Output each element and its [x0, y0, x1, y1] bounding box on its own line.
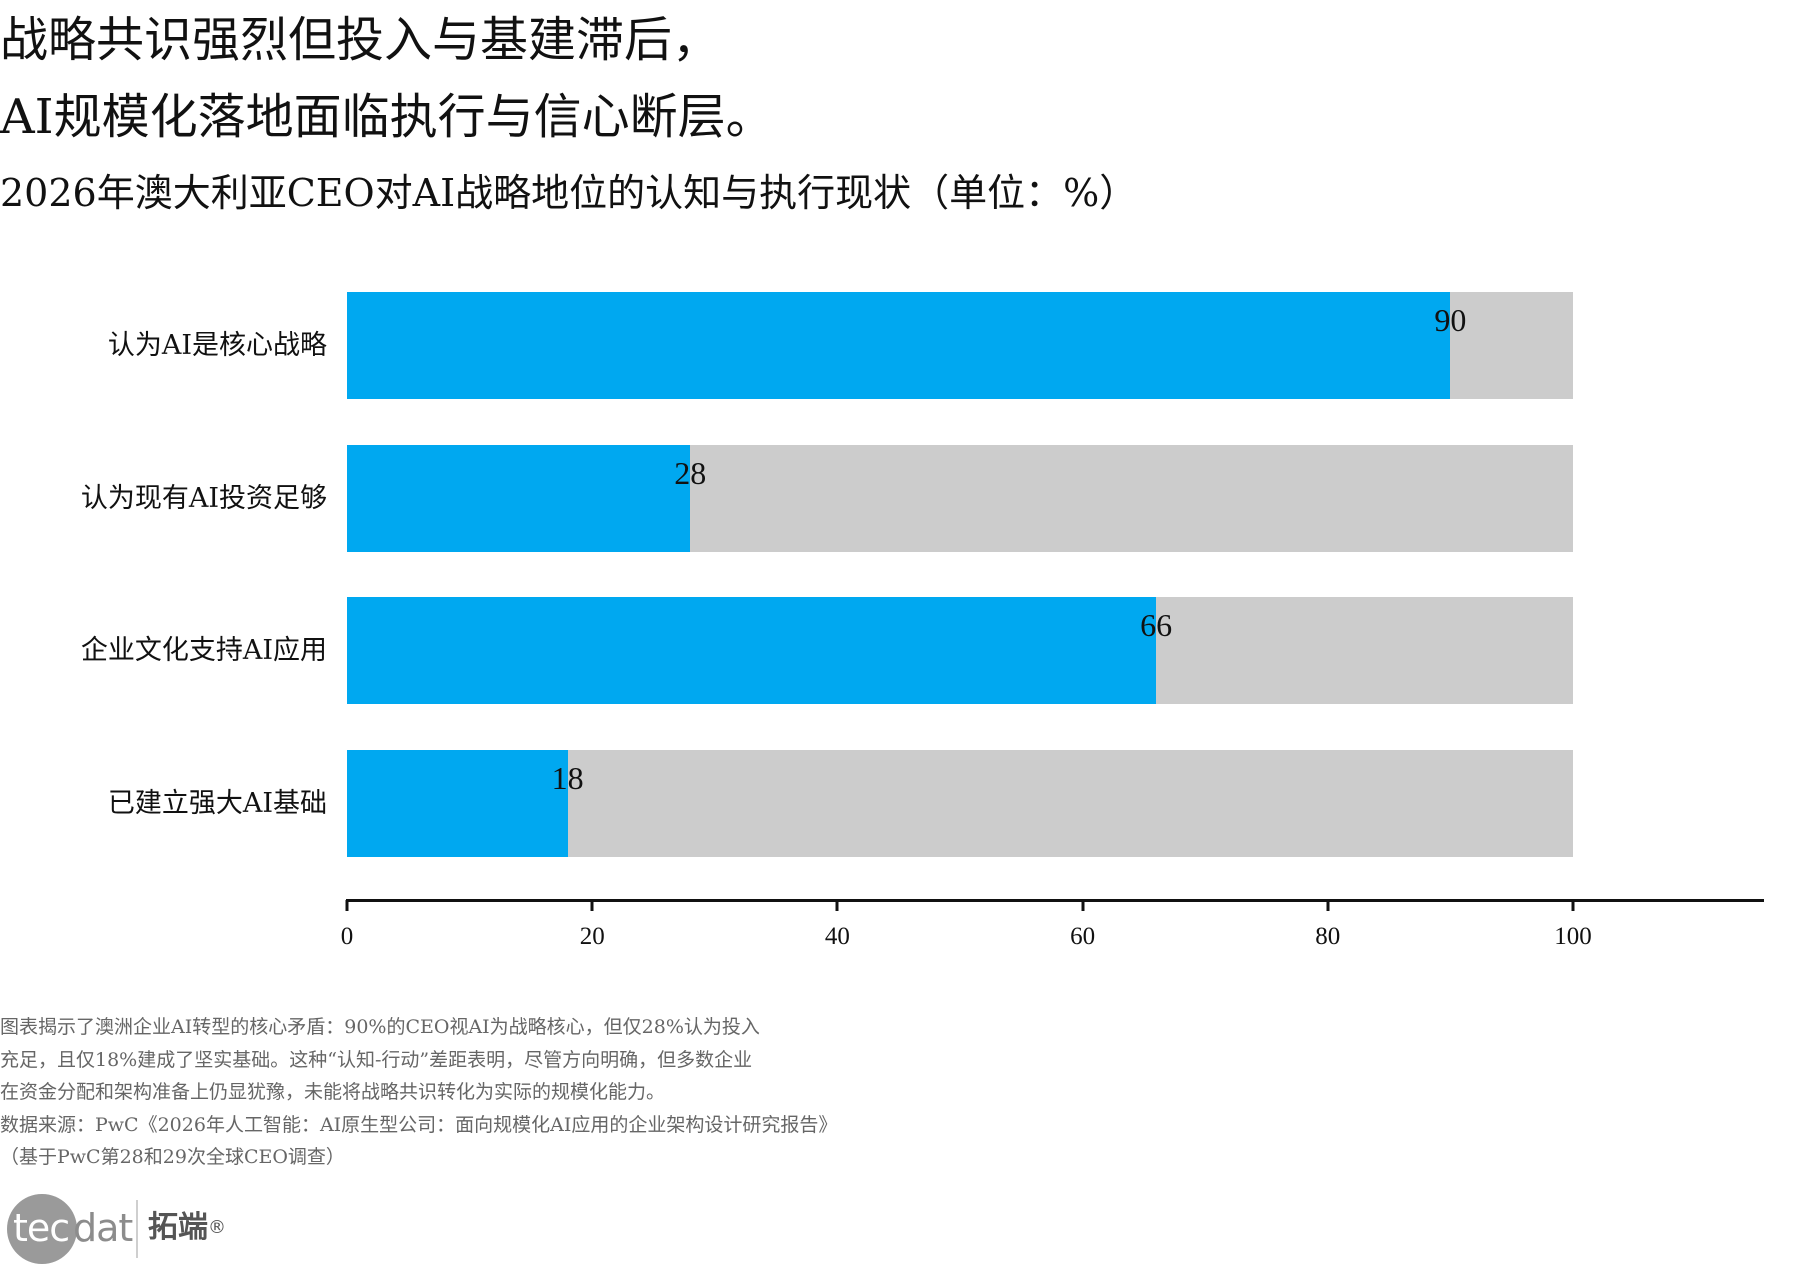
value-label: 18	[551, 760, 584, 796]
logo-divider	[136, 1200, 138, 1258]
note-line: 数据来源：PwC《2026年人工智能：AI原生型公司：面向规模化AI应用的企业架…	[0, 1113, 838, 1136]
x-axis-tick-label: 60	[1070, 923, 1096, 950]
logo-chinese-name: 拓端®	[148, 1208, 226, 1248]
category-label: 已建立强大AI基础	[107, 787, 327, 819]
value-label: 28	[674, 455, 707, 491]
x-axis-tick	[590, 900, 594, 911]
x-axis-tick	[345, 900, 349, 911]
chart-title-line-1: 战略共识强烈但投入与基建滞后，	[0, 12, 721, 68]
logo-cn-text: 拓端	[148, 1210, 208, 1245]
value-label: 66	[1140, 607, 1173, 643]
x-axis-tick	[835, 900, 839, 911]
x-axis-tick	[1571, 900, 1575, 911]
x-axis-tick	[1081, 900, 1085, 911]
note-line: （基于PwC第28和29次全球CEO调查）	[0, 1146, 345, 1169]
bar-value	[347, 750, 568, 857]
logo-circle-icon	[7, 1194, 77, 1264]
bar-value	[347, 445, 691, 552]
bar-value	[347, 292, 1451, 399]
chart-notes: 图表揭示了澳洲企业AI转型的核心矛盾：90%的CEO视AI为战略核心，但仅28%…	[0, 1011, 837, 1174]
bar-value	[347, 597, 1157, 704]
bar-chart: 认为AI是核心战略 90 认为现有AI投资足够 28 企业文化支持AI应用 66 已建立强大…	[80, 292, 1764, 950]
x-axis-tick-label: 20	[579, 923, 605, 950]
tecdat-logo: tec dat 拓端®	[7, 1194, 247, 1266]
category-label: 认为现有AI投资足够	[80, 482, 327, 514]
x-axis-tick-label: 40	[824, 923, 850, 950]
note-line: 图表揭示了澳洲企业AI转型的核心矛盾：90%的CEO视AI为战略核心，但仅28%…	[0, 1016, 760, 1038]
x-axis-tick-label: 100	[1554, 923, 1592, 950]
note-line: 在资金分配和架构准备上仍显犹豫，未能将战略共识转化为实际的规模化能力。	[0, 1081, 666, 1104]
x-axis-tick	[1326, 900, 1330, 911]
note-line: 充足，且仅18%建成了坚实基础。这种“认知-行动”差距表明，尽管方向明确，但多数…	[0, 1048, 753, 1071]
logo-text-tec: tec	[13, 1206, 70, 1250]
category-label: 企业文化支持AI应用	[80, 634, 327, 666]
x-axis-tick-label: 0	[340, 923, 354, 950]
category-label: 认为AI是核心战略	[107, 329, 327, 361]
x-axis-line	[346, 899, 1764, 902]
logo-text-dat: dat	[73, 1206, 133, 1250]
value-label: 90	[1434, 302, 1467, 338]
chart-subtitle: 2026年澳大利亚CEO对AI战略地位的认知与执行现状（单位：%）	[0, 171, 1138, 215]
chart-title-line-2: AI规模化落地面临执行与信心断层。	[0, 89, 774, 145]
x-axis-tick-label: 80	[1315, 923, 1341, 950]
registered-mark-icon: ®	[208, 1217, 226, 1238]
